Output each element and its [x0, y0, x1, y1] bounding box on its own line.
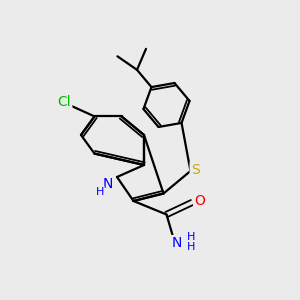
Text: H: H [187, 242, 196, 253]
Text: H: H [187, 232, 196, 242]
Text: S: S [190, 163, 200, 176]
Text: O: O [194, 194, 205, 208]
Text: N: N [103, 178, 113, 191]
Text: H: H [95, 187, 104, 197]
Text: Cl: Cl [58, 95, 71, 109]
Text: N: N [172, 236, 182, 250]
